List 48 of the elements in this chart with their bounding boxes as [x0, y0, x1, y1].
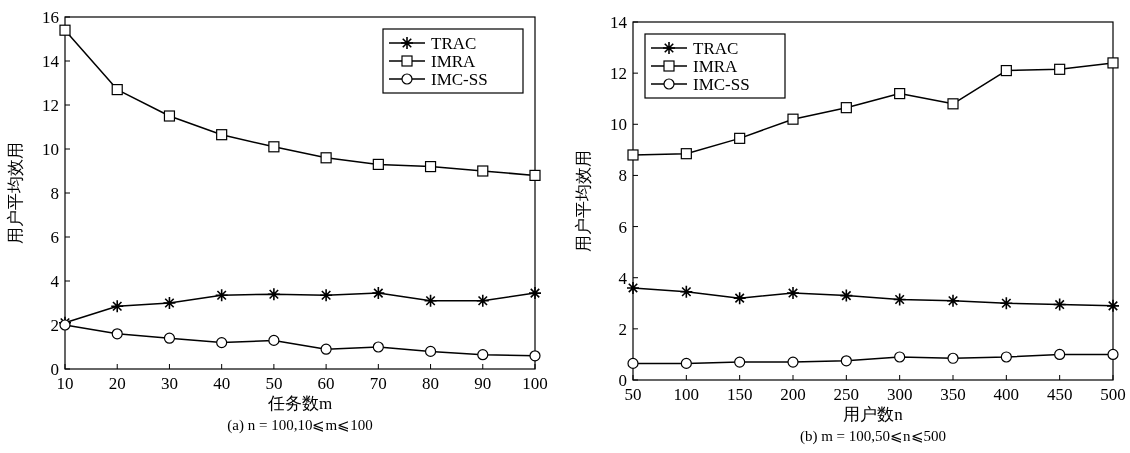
x-tick-label: 40	[213, 374, 231, 393]
y-tick-label: 2	[50, 316, 59, 335]
y-tick-label: 8	[50, 184, 59, 203]
y-tick-label: 16	[42, 8, 59, 27]
y-tick-label: 4	[618, 268, 628, 288]
y-tick-label: 14	[42, 52, 60, 71]
x-tick-label: 20	[108, 374, 126, 393]
y-tick-label: 10	[610, 115, 627, 135]
x-tick-label: 90	[474, 374, 492, 393]
y-tick-label: 10	[42, 140, 59, 159]
x-tick-label: 500	[1100, 385, 1126, 404]
y-tick-label: 4	[50, 272, 60, 291]
x-tick-label: 100	[673, 385, 700, 404]
x-tick-label: 70	[369, 374, 387, 393]
y-axis-title: 用户平均效用	[6, 142, 25, 244]
legend-label: IMC-SS	[693, 75, 750, 94]
x-tick-label: 350	[940, 385, 966, 404]
x-tick-label: 50	[624, 385, 642, 404]
x-tick-label: 200	[780, 385, 806, 404]
x-tick-label: 450	[1046, 385, 1073, 404]
x-tick-label: 60	[317, 374, 335, 393]
y-tick-label: 12	[42, 96, 59, 115]
text: (b) m = 100,50⩽n⩽500	[799, 428, 947, 445]
y-tick-label: 6	[618, 217, 627, 237]
x-tick-label: 30	[160, 374, 178, 393]
legend-label: IMRA	[693, 57, 739, 76]
y-tick-label: 6	[50, 228, 59, 247]
y-tick-label: 8	[618, 166, 627, 186]
y-tick-label: 2	[618, 319, 627, 339]
x-axis-title: 用户数n	[843, 405, 904, 424]
legend-label: IMRA	[431, 52, 477, 71]
legend-label: TRAC	[431, 34, 477, 53]
y-axis-title: 用户平均效用	[574, 150, 593, 252]
x-axis-title: 任务数m	[266, 394, 333, 413]
x-tick-label: 400	[993, 385, 1020, 404]
y-tick-label: 0	[50, 360, 59, 379]
x-tick-label: 100	[522, 374, 548, 393]
y-tick-label: 12	[610, 64, 627, 84]
legend-label: TRAC	[693, 39, 739, 58]
legend-label: IMC-SS	[431, 70, 488, 89]
text: (a) n = 100,10⩽m⩽100	[227, 417, 373, 434]
x-tick-label: 300	[886, 385, 913, 404]
y-tick-label: 0	[618, 371, 627, 390]
x-tick-label: 250	[833, 385, 860, 404]
x-tick-label: 50	[265, 374, 283, 393]
x-tick-label: 150	[726, 385, 753, 404]
x-tick-label: 80	[422, 374, 440, 393]
y-tick-label: 14	[610, 13, 628, 32]
